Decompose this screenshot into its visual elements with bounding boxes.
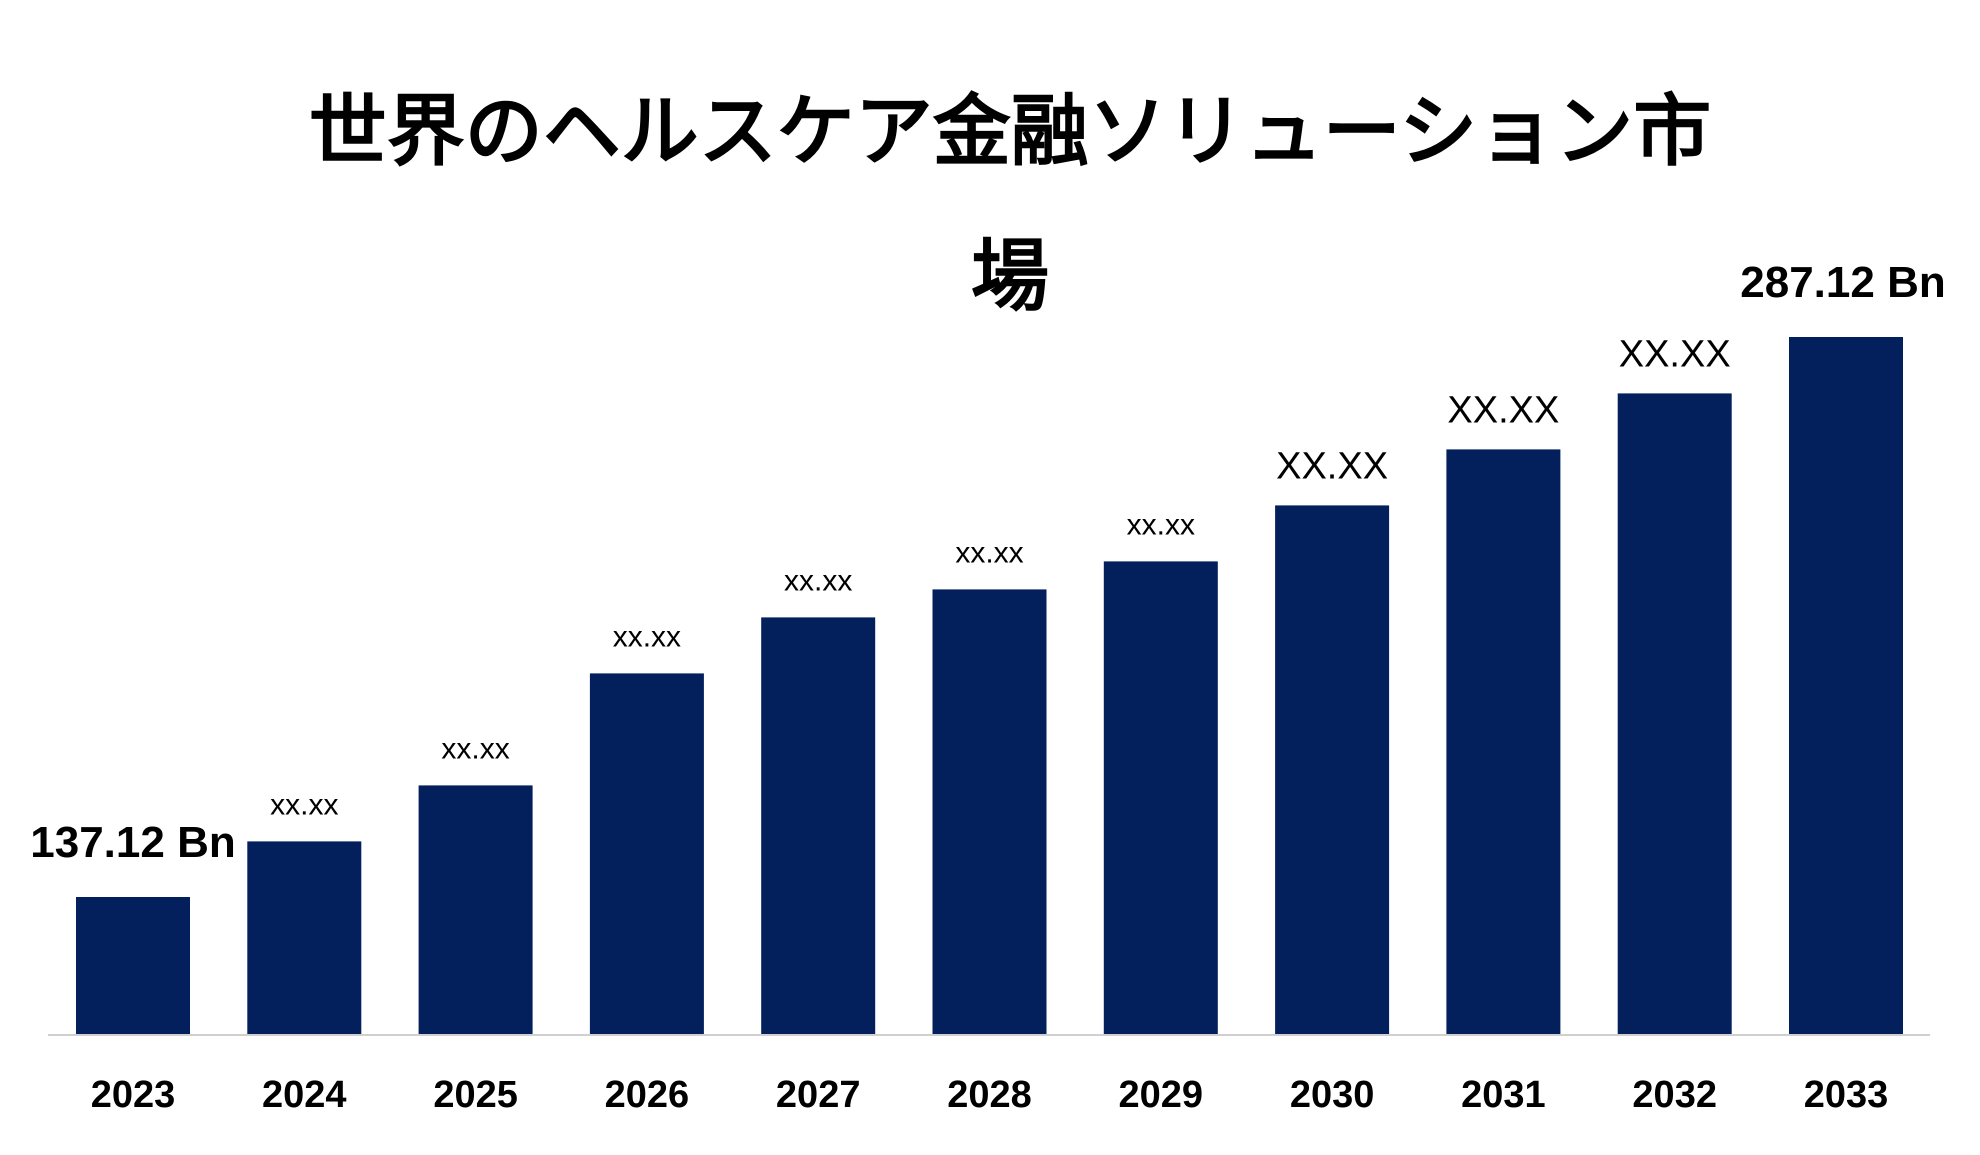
value-label-2023: 137.12 Bn: [30, 818, 235, 867]
value-label-2028: xx.xx: [955, 536, 1023, 569]
chart-title: 世界のヘルスケア金融ソリューション市場: [308, 87, 1712, 322]
x-tick-label-2027: 2027: [776, 1074, 861, 1116]
bar-2028: [932, 589, 1047, 1035]
bar-2026: [589, 673, 704, 1035]
x-tick-label-2028: 2028: [947, 1074, 1032, 1116]
value-label-2024: xx.xx: [270, 788, 338, 821]
bar-2024: [247, 841, 362, 1035]
x-tick-label-2029: 2029: [1119, 1074, 1204, 1116]
x-tick-label-2030: 2030: [1290, 1074, 1375, 1116]
bar-2030: [1275, 505, 1390, 1035]
value-label-2027: xx.xx: [784, 564, 852, 597]
x-tick-label-2032: 2032: [1632, 1074, 1717, 1116]
bar-2029: [1103, 561, 1218, 1035]
x-tick-label-2023: 2023: [91, 1074, 176, 1116]
value-label-2025: xx.xx: [441, 732, 509, 765]
value-label-2030: XX.XX: [1276, 445, 1388, 487]
x-tick-label-2026: 2026: [605, 1074, 690, 1116]
x-tick-label-2031: 2031: [1461, 1074, 1546, 1116]
x-tick-label-2024: 2024: [262, 1074, 347, 1116]
value-label-2032: XX.XX: [1619, 333, 1731, 375]
bars-group: [76, 337, 1903, 1035]
value-labels-group: 137.12 Bn xx.xx xx.xx xx.xx xx.xx xx.xx xx.xx X…: [30, 258, 1945, 867]
value-label-2026: xx.xx: [613, 620, 681, 653]
bar-2027: [761, 617, 876, 1035]
value-label-2031: XX.XX: [1447, 389, 1559, 431]
value-label-2029: xx.xx: [1127, 508, 1195, 541]
x-tick-labels-group: 2023 2024 2025 2026 2027 2028 2029 2030 2031 2032…: [91, 1074, 1889, 1116]
value-label-2033: 287.12 Bn: [1740, 258, 1945, 307]
bar-2025: [418, 785, 533, 1035]
bar-2031: [1446, 449, 1561, 1035]
bar-2032: [1617, 393, 1732, 1035]
x-tick-label-2025: 2025: [433, 1074, 518, 1116]
bar-2023: [76, 897, 190, 1035]
bar-2033: [1789, 337, 1903, 1035]
x-tick-label-2033: 2033: [1804, 1074, 1889, 1116]
